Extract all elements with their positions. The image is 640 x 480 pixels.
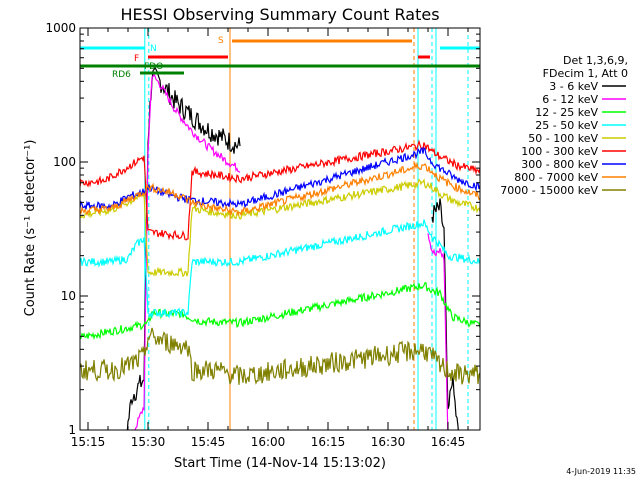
x-tick-label: 15:45 bbox=[191, 435, 226, 449]
legend-entry-label: 100 - 300 keV bbox=[521, 145, 598, 158]
series-line-800-7000-kev bbox=[80, 161, 480, 217]
axes-frame bbox=[79, 27, 481, 431]
x-tick-label: 16:45 bbox=[431, 435, 466, 449]
plot-area: N F S RD6 FDO 1 10 100 1000 15:15 15:30 15:45 16:00 1… bbox=[45, 21, 481, 449]
legend-entry-label: 12 - 25 keV bbox=[535, 106, 598, 119]
legend-entry-label: 50 - 100 keV bbox=[528, 132, 598, 145]
flag-label-s: S bbox=[218, 36, 224, 46]
series-line-6-12-kev bbox=[132, 72, 449, 430]
legend-entry-label: 25 - 50 keV bbox=[535, 119, 598, 132]
y-tick-label: 100 bbox=[53, 155, 76, 169]
series-line-3-6-kev bbox=[126, 66, 459, 430]
legend-header-line: Det 1,3,6,9, bbox=[563, 54, 628, 67]
plot-inner bbox=[80, 28, 480, 430]
x-tick-label: 16:30 bbox=[371, 435, 406, 449]
series-line-100-300-kev bbox=[80, 139, 480, 241]
x-tick-label: 15:15 bbox=[71, 435, 106, 449]
flag-label-fdo: FDO bbox=[144, 62, 163, 72]
y-tick-label: 1000 bbox=[45, 21, 76, 35]
legend-header-line: FDecim 1, Att 0 bbox=[543, 67, 628, 80]
y-tick-label: 10 bbox=[61, 289, 76, 303]
legend-entry-label: 3 - 6 keV bbox=[549, 80, 598, 93]
legend-entry-label: 7000 - 15000 keV bbox=[500, 184, 598, 197]
legend-entry-label: 300 - 800 keV bbox=[521, 158, 598, 171]
flag-label-f: F bbox=[134, 54, 139, 64]
chart-title: HESSI Observing Summary Count Rates bbox=[120, 5, 439, 24]
y-tick-label: 1 bbox=[68, 423, 76, 437]
series-line-25-50-kev bbox=[80, 219, 480, 320]
footer-date: 4-Jun-2019 11:35 bbox=[566, 467, 636, 476]
x-tick-label: 16:15 bbox=[311, 435, 346, 449]
series-line-12-25-kev bbox=[80, 282, 480, 341]
series-line-7000-15000-kev bbox=[80, 327, 480, 385]
x-tick-label: 16:00 bbox=[251, 435, 286, 449]
series-line-50-100-kev bbox=[80, 178, 480, 278]
flag-label-n: N bbox=[150, 44, 157, 54]
flag-label-rd6: RD6 bbox=[112, 70, 131, 80]
legend-entry-label: 800 - 7000 keV bbox=[514, 171, 598, 184]
x-tick-label: 15:30 bbox=[131, 435, 166, 449]
y-axis-label: Count Rate (s⁻¹ detector⁻¹) bbox=[23, 140, 38, 317]
x-axis-label: Start Time (14-Nov-14 15:13:02) bbox=[174, 456, 386, 471]
legend-entry-label: 6 - 12 keV bbox=[542, 93, 598, 106]
